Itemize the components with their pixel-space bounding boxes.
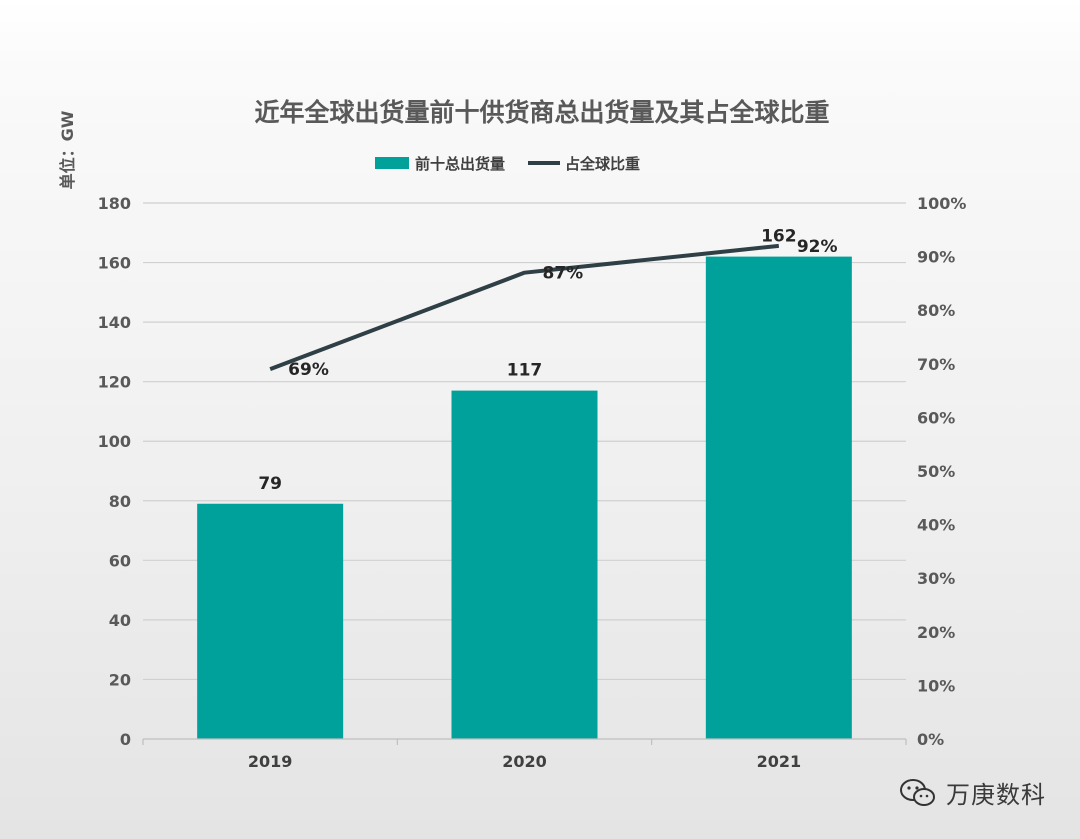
bar — [451, 390, 598, 739]
line-value-label: 87% — [543, 264, 584, 284]
bar-value-label: 162 — [761, 227, 797, 247]
bar — [197, 503, 344, 739]
left-tick-label: 180 — [98, 194, 131, 213]
right-axis: 0% 10% 20% 30% 40% 50% 60% 70% 80% 90% 100% — [917, 194, 966, 749]
left-tick-label: 20 — [109, 670, 131, 689]
bar-value-label: 79 — [258, 474, 282, 494]
right-tick-label: 70% — [917, 355, 955, 374]
bar-series — [197, 256, 852, 739]
left-axis: 0 20 40 60 80 100 120 140 160 180 — [98, 194, 131, 749]
right-tick-label: 40% — [917, 516, 955, 535]
left-tick-label: 100 — [98, 432, 131, 451]
x-tick-label: 2019 — [248, 752, 293, 771]
x-axis: 2019 2020 2021 — [142, 738, 907, 771]
legend-label-line: 占全球比重 — [565, 155, 640, 173]
unit-label: 单位：GW — [58, 110, 77, 189]
watermark-text: 万庚数科 — [946, 781, 1046, 809]
left-tick-label: 120 — [98, 373, 131, 392]
right-tick-label: 20% — [917, 623, 955, 642]
x-tick-label: 2021 — [757, 752, 802, 771]
right-tick-label: 30% — [917, 569, 955, 588]
legend-swatch-bar — [375, 157, 409, 169]
line-series — [269, 243, 780, 372]
right-tick-label: 50% — [917, 462, 955, 481]
right-tick-label: 0% — [917, 730, 944, 749]
left-tick-label: 0 — [120, 730, 131, 749]
legend-label-bar: 前十总出货量 — [415, 155, 505, 173]
x-tick-label: 2020 — [502, 752, 547, 771]
left-tick-label: 60 — [109, 551, 131, 570]
left-tick-label: 160 — [98, 254, 131, 273]
chart-title: 近年全球出货量前十供货商总出货量及其占全球比重 — [254, 98, 829, 127]
right-tick-label: 10% — [917, 676, 955, 695]
line-value-label: 69% — [288, 360, 329, 380]
line-value-label: 92% — [797, 237, 838, 257]
left-tick-label: 40 — [109, 611, 131, 630]
left-tick-label: 140 — [98, 313, 131, 332]
wechat-icon — [900, 778, 935, 806]
share-line — [269, 243, 780, 372]
data-labels: 79 117 162 69% 87% 92% — [258, 227, 837, 494]
bar-value-label: 117 — [507, 361, 543, 381]
legend: 前十总出货量 占全球比重 — [375, 155, 640, 173]
bar — [705, 256, 852, 739]
left-tick-label: 80 — [109, 492, 131, 511]
right-tick-label: 80% — [917, 301, 955, 320]
right-tick-label: 60% — [917, 408, 955, 427]
right-tick-label: 90% — [917, 248, 955, 267]
watermark: 万庚数科 — [898, 775, 1046, 810]
right-tick-label: 100% — [917, 194, 966, 213]
